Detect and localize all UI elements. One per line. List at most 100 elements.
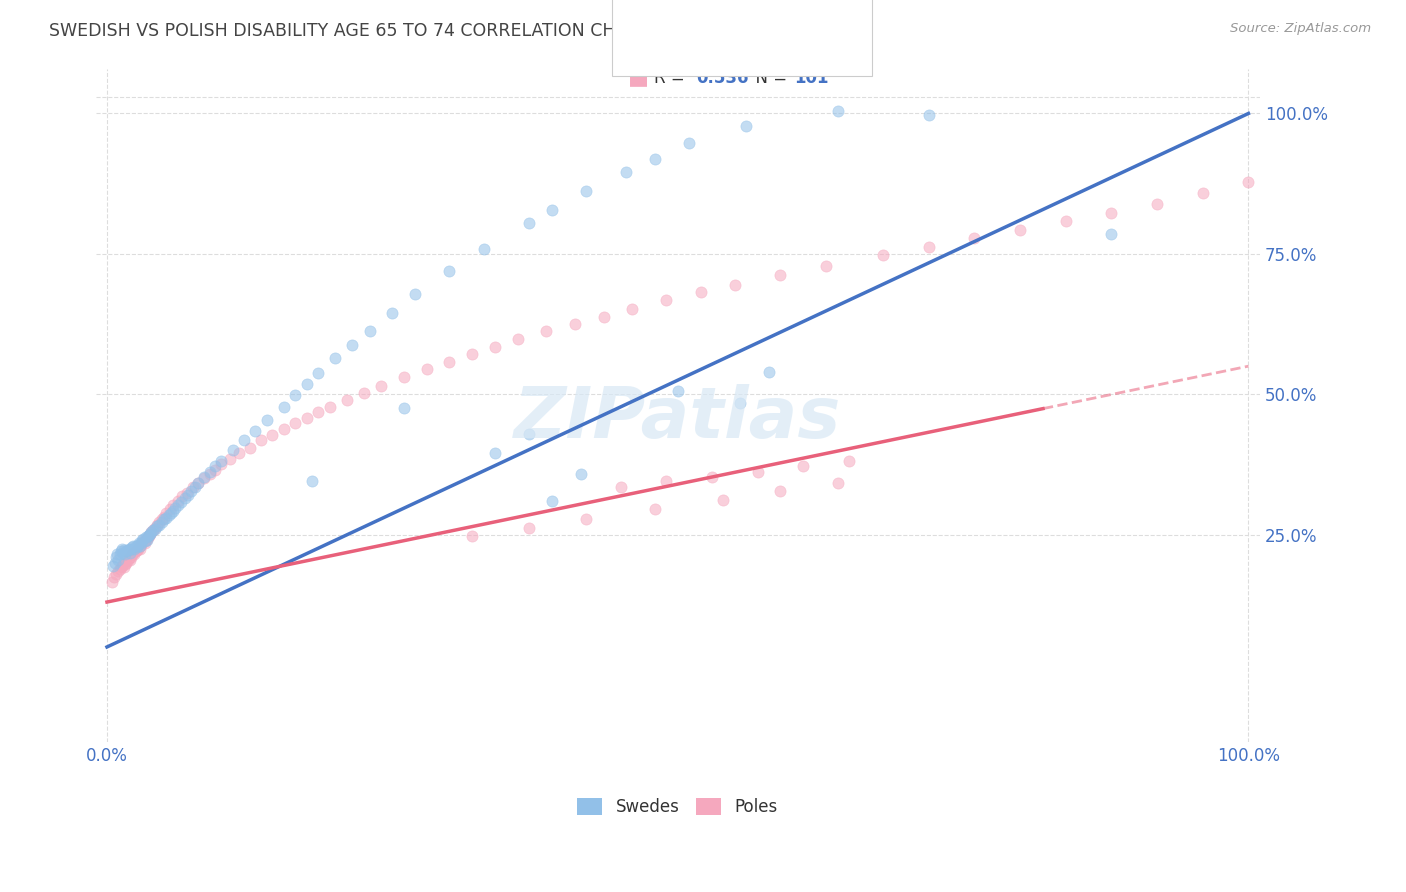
Point [295, 410, 318, 425]
Point [170, 495, 193, 509]
Point [134, 534, 156, 549]
Point [118, 546, 141, 560]
Point [439, 263, 461, 277]
Point [100, 575, 122, 590]
Point [198, 467, 221, 481]
Point [115, 556, 138, 570]
Point [678, 136, 700, 150]
Point [165, 500, 187, 515]
Point [536, 324, 558, 338]
Point [150, 512, 173, 526]
Point [118, 551, 141, 566]
Point [124, 547, 146, 561]
Point [187, 475, 209, 490]
Point [120, 541, 142, 556]
Point [575, 184, 598, 198]
Point [125, 543, 148, 558]
Point [139, 526, 162, 541]
Point [135, 533, 157, 548]
Point [415, 362, 437, 376]
Point [769, 268, 792, 283]
Point [138, 529, 160, 543]
Point [250, 434, 273, 448]
Text: Source: ZipAtlas.com: Source: ZipAtlas.com [1230, 22, 1371, 36]
Point [730, 395, 752, 409]
Point [284, 388, 307, 402]
Point [107, 553, 129, 567]
Point [209, 453, 232, 467]
Point [117, 543, 139, 558]
Point [262, 427, 284, 442]
Point [506, 332, 529, 346]
Point [792, 459, 814, 474]
Text: ■: ■ [628, 67, 650, 87]
Point [124, 539, 146, 553]
Point [160, 506, 183, 520]
Point [112, 560, 135, 574]
Point [127, 538, 149, 552]
Point [318, 400, 340, 414]
Point [142, 523, 165, 537]
Point [132, 532, 155, 546]
Point [359, 324, 381, 338]
Point [177, 488, 200, 502]
Text: ZIPatlas: ZIPatlas [515, 384, 841, 453]
Point [155, 506, 177, 520]
Point [769, 483, 792, 498]
Point [541, 494, 564, 508]
Point [184, 480, 207, 494]
Point [117, 553, 139, 567]
Point [838, 453, 860, 467]
Point [153, 509, 176, 524]
Point [273, 422, 295, 436]
Point [141, 524, 163, 539]
Point [128, 536, 150, 550]
Point [146, 517, 169, 532]
Point [122, 539, 145, 553]
Point [724, 277, 747, 292]
Point [138, 527, 160, 541]
Point [108, 547, 131, 561]
Point [307, 366, 329, 380]
Point [1054, 214, 1077, 228]
Point [105, 566, 128, 581]
Legend: Swedes, Poles: Swedes, Poles [571, 791, 785, 822]
Point [963, 231, 986, 245]
Point [575, 512, 598, 526]
Point [166, 494, 188, 508]
Point [198, 465, 221, 479]
Point [872, 248, 894, 262]
Point [256, 412, 278, 426]
Point [148, 516, 170, 530]
Point [124, 541, 146, 556]
Point [128, 540, 150, 554]
Point [592, 310, 614, 324]
Point [541, 202, 564, 217]
Point [101, 558, 124, 573]
Text: R =: R = [654, 9, 690, 27]
Point [472, 243, 495, 257]
Point [131, 536, 153, 550]
Point [136, 529, 159, 543]
Text: ■: ■ [628, 7, 650, 27]
Point [129, 541, 152, 556]
Point [146, 519, 169, 533]
Point [176, 485, 198, 500]
Point [1237, 175, 1260, 189]
Point [204, 459, 226, 474]
Point [118, 553, 141, 567]
Point [273, 400, 295, 414]
Point [150, 516, 173, 530]
Point [143, 521, 166, 535]
Point [114, 547, 136, 561]
Point [129, 539, 152, 553]
Point [131, 533, 153, 548]
Point [735, 119, 758, 133]
Point [162, 504, 184, 518]
Point [918, 240, 941, 254]
Point [484, 339, 506, 353]
Point [381, 306, 404, 320]
Point [118, 541, 141, 556]
Point [644, 153, 666, 167]
Point [747, 465, 769, 479]
